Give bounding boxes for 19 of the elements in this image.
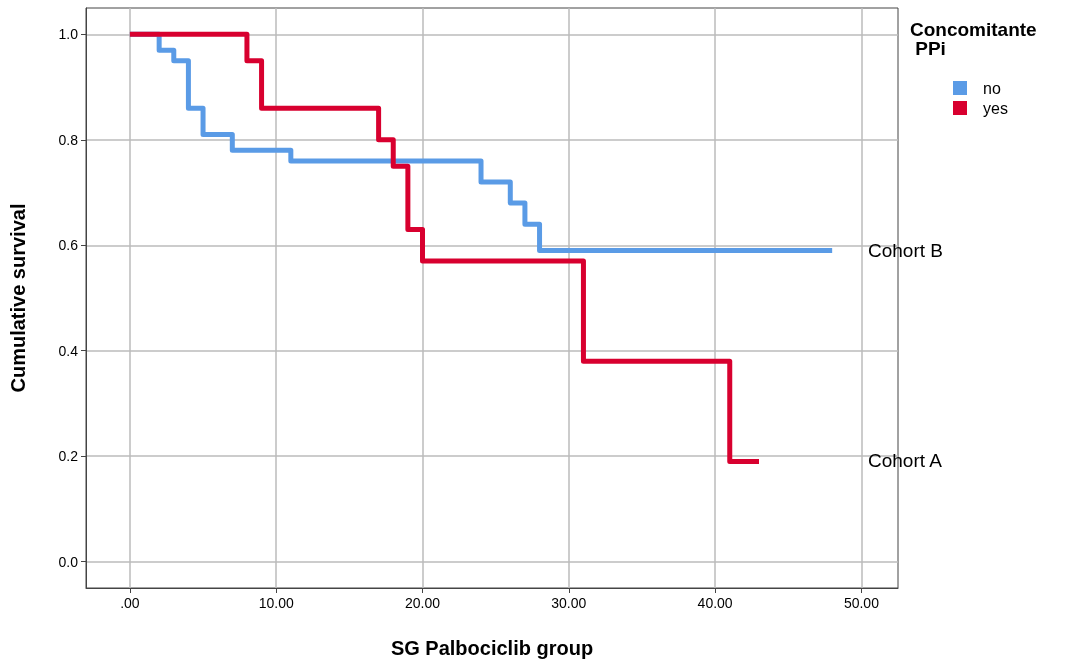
legend-label: yes	[983, 99, 1008, 117]
y-tick-label: 0.4	[58, 342, 79, 359]
x-tick-label: 20.00	[404, 595, 441, 611]
y-tick-label: 0.0	[58, 553, 79, 570]
x-tick-label: 10.00	[258, 595, 294, 611]
legend-label: no	[983, 79, 1001, 97]
x-tick-label: 30.00	[551, 595, 587, 611]
y-axis-title: Cumulative survival	[7, 203, 29, 393]
legend-title: Concomitante PPi	[910, 19, 1037, 59]
y-tick-label: 1.0	[58, 26, 79, 43]
y-tick-label: 0.6	[58, 237, 79, 254]
x-tick-label: 40.00	[697, 595, 733, 611]
annotation: Cohort B	[868, 239, 943, 261]
x-axis-title: SG Palbociclib group	[390, 637, 594, 659]
y-tick-label: 0.8	[58, 131, 79, 148]
y-tick-label: 0.2	[58, 448, 79, 465]
x-tick-label: .00	[120, 595, 140, 611]
x-tick-label: 50.00	[843, 595, 880, 611]
annotation: Cohort A	[868, 450, 943, 472]
